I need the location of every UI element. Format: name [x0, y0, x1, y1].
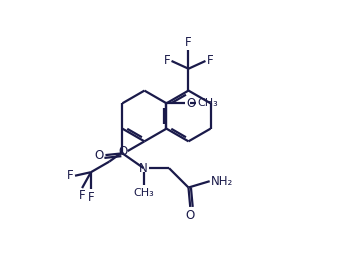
Text: F: F	[88, 190, 94, 203]
Text: F: F	[207, 54, 214, 67]
Text: O: O	[95, 148, 104, 162]
Text: O: O	[118, 145, 127, 158]
Text: O: O	[186, 97, 195, 110]
Text: O: O	[185, 209, 195, 222]
Text: N: N	[139, 162, 148, 175]
Text: F: F	[185, 36, 192, 49]
Text: F: F	[79, 189, 85, 203]
Text: F: F	[67, 169, 74, 182]
Text: CH₃: CH₃	[133, 188, 154, 198]
Text: CH₃: CH₃	[197, 98, 218, 108]
Text: F: F	[163, 54, 170, 67]
Text: NH₂: NH₂	[211, 175, 233, 188]
